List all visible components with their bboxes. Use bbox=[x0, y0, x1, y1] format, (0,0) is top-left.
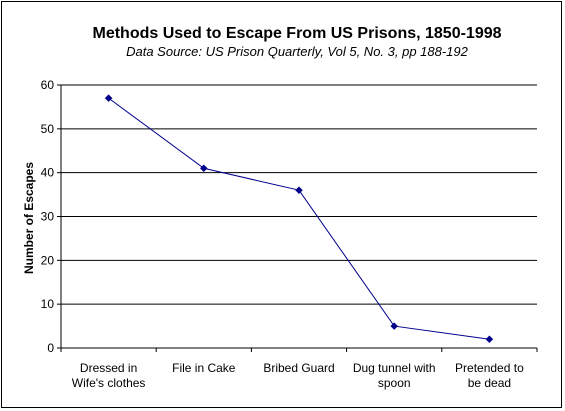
chart-subtitle: Data Source: US Prison Quarterly, Vol 5,… bbox=[126, 44, 469, 59]
data-point-marker bbox=[295, 186, 303, 195]
y-tick-label: 60 bbox=[41, 78, 55, 92]
y-tick-label: 50 bbox=[41, 122, 55, 136]
x-tick-labels: Dressed in Wife's clothes File in Cake Brib… bbox=[72, 361, 524, 390]
x-tick-label: Bribed Guard bbox=[263, 361, 334, 375]
chart-title: Methods Used to Escape From US Prisons, … bbox=[92, 25, 501, 42]
data-point-marker bbox=[199, 164, 208, 173]
y-tick-label: 0 bbox=[47, 341, 54, 355]
y-axis-label: Number of Escapes bbox=[22, 162, 36, 274]
series-line bbox=[108, 97, 490, 340]
axes bbox=[57, 84, 538, 352]
gridlines bbox=[61, 84, 537, 305]
y-tick-label: 10 bbox=[41, 297, 55, 311]
x-tick-label: Dug tunnel with spoon bbox=[353, 361, 436, 390]
data-point-marker bbox=[485, 335, 494, 344]
y-tick-label: 30 bbox=[41, 210, 55, 224]
series bbox=[104, 94, 494, 344]
x-tick-label: Pretended to be dead bbox=[455, 361, 524, 390]
x-tick-label: File in Cake bbox=[172, 361, 236, 375]
y-tick-labels: 0 10 20 30 40 50 60 bbox=[41, 78, 55, 355]
x-tick-label: Dressed in Wife's clothes bbox=[72, 361, 146, 390]
data-point-marker bbox=[104, 94, 113, 103]
data-point-marker bbox=[390, 322, 399, 330]
y-tick-label: 20 bbox=[41, 253, 55, 267]
y-tick-label: 40 bbox=[41, 166, 55, 180]
